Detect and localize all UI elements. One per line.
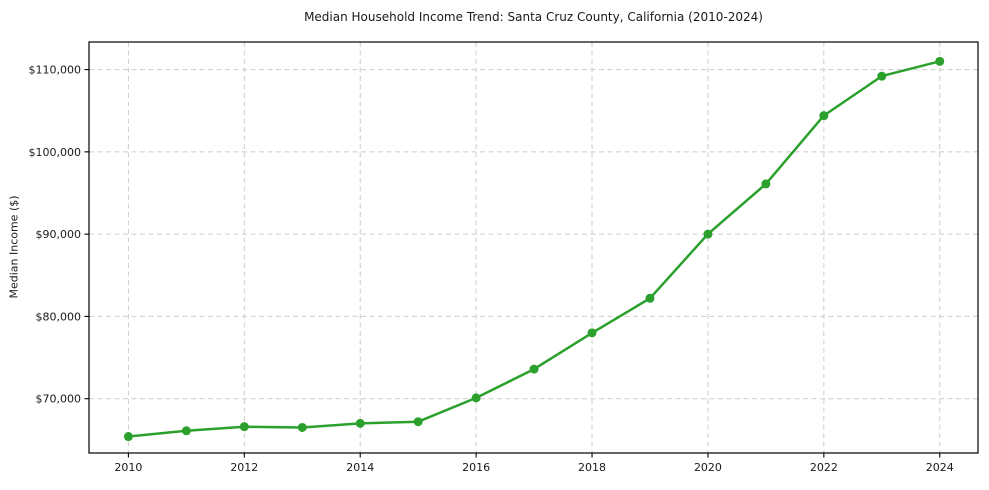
x-tick-label: 2018 (578, 461, 606, 474)
data-point-2014 (355, 418, 365, 428)
x-tick-label: 2012 (230, 461, 258, 474)
y-tick-label: $100,000 (29, 146, 82, 159)
data-point-2013 (297, 422, 307, 432)
income-line-series (127, 60, 942, 438)
data-point-2021 (761, 179, 771, 189)
chart-title: Median Household Income Trend: Santa Cru… (304, 10, 763, 24)
data-point-2015 (413, 417, 423, 427)
x-tick-label: 2010 (114, 461, 142, 474)
x-tick-label: 2014 (346, 461, 374, 474)
x-tick-label: 2024 (926, 461, 954, 474)
data-point-2012 (239, 422, 249, 432)
data-point-2020 (703, 229, 713, 239)
x-tick-label: 2016 (462, 461, 490, 474)
data-point-2019 (645, 293, 655, 303)
y-tick-label: $70,000 (36, 393, 82, 406)
data-point-2024 (935, 56, 945, 66)
y-tick-label: $90,000 (36, 228, 82, 241)
x-tick-label: 2022 (810, 461, 838, 474)
data-point-2018 (587, 328, 597, 338)
y-tick-label: $80,000 (36, 310, 82, 323)
data-point-2017 (529, 364, 539, 374)
data-point-2022 (819, 111, 829, 121)
y-tick-label: $110,000 (29, 64, 82, 77)
data-point-2023 (877, 71, 887, 81)
data-point-2016 (471, 393, 481, 403)
data-point-2010 (123, 432, 133, 442)
plot-border (88, 41, 979, 454)
x-tick-label: 2020 (694, 461, 722, 474)
data-point-2011 (181, 426, 191, 436)
